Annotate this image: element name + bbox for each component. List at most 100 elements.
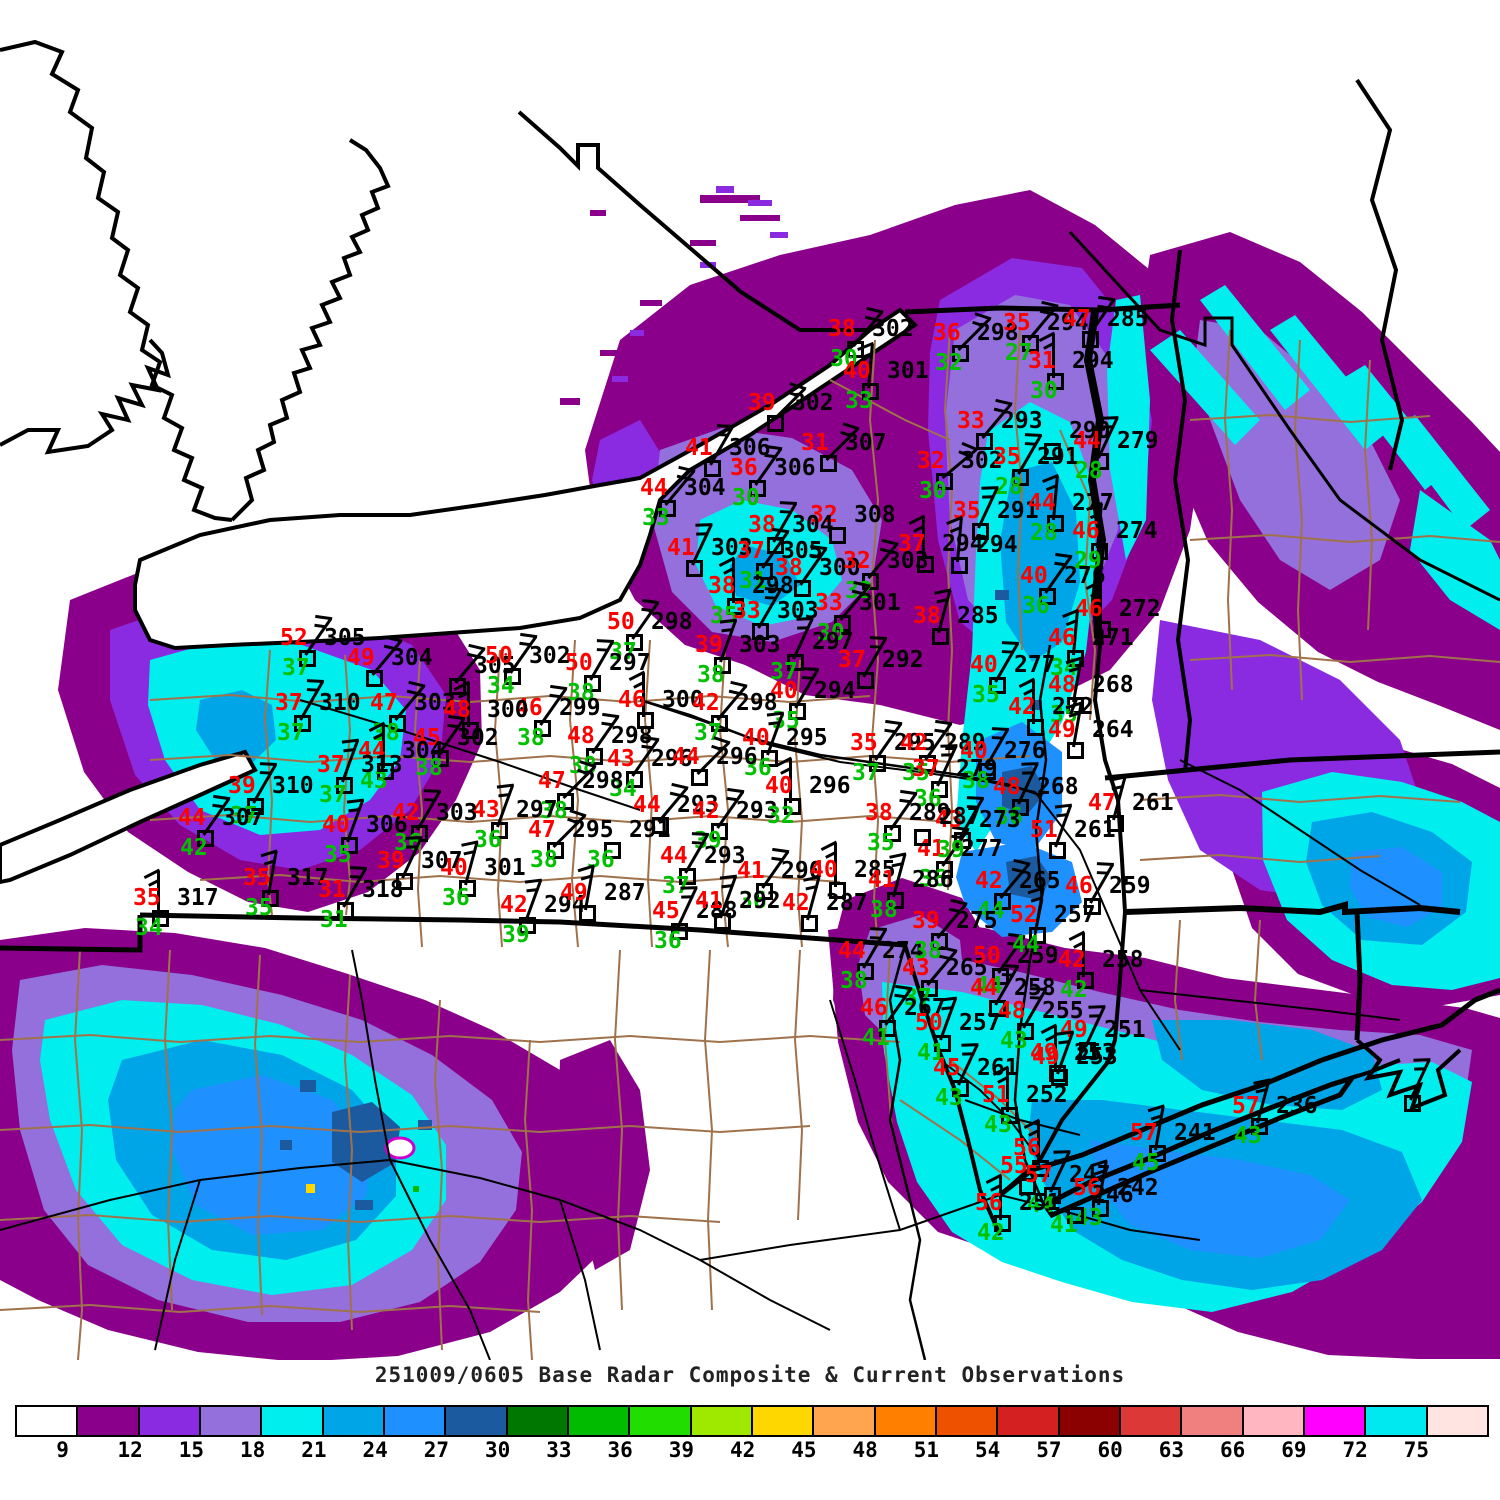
station-plot: 57 247 44 [1025, 1151, 1125, 1228]
pressure-label: 295 [894, 730, 936, 756]
station-plot: 39 275 38 [912, 903, 1012, 974]
temperature-label: 49 [1048, 717, 1076, 743]
temperature-label: 37 [275, 690, 303, 716]
wind-barb-icon [552, 814, 586, 849]
station-plot: 40 276 38 [960, 729, 1060, 804]
wind-barb-icon [454, 648, 485, 684]
dewpoint-label: 37 [319, 782, 347, 808]
temperature-label: 35 [1003, 310, 1031, 336]
station-marker-icon [637, 712, 654, 729]
dewpoint-label: 36 [474, 827, 502, 853]
pressure-label: 293 [1001, 408, 1043, 434]
temperature-label: 32 [917, 448, 945, 474]
station-plot: 39 303 38 [695, 620, 795, 698]
station-marker-icon [1022, 335, 1039, 352]
station-plot: 49 304 [347, 640, 447, 711]
wind-barb-icon [994, 966, 1019, 1006]
wind-barb-icon [939, 998, 957, 1041]
pressure-label: 301 [484, 855, 526, 881]
temperature-label: 50 [973, 943, 1001, 969]
wind-barb-icon [341, 740, 359, 783]
wind-barb-icon [676, 887, 698, 929]
temperature-label: 38 [708, 573, 736, 599]
station-marker-icon [547, 842, 564, 859]
temperature-label: 37 [838, 647, 866, 673]
wind-barb-icon [1072, 658, 1083, 703]
wind-barb-icon [719, 620, 737, 663]
colorbar-segment [750, 1407, 813, 1435]
temperature-label: 32 [843, 548, 871, 574]
dewpoint-label: 44 [1027, 1192, 1055, 1218]
wind-barb-icon [732, 559, 735, 603]
station-plot: 38 298 35 [708, 559, 808, 639]
pressure-label: 294 [976, 532, 1018, 558]
pressure-label: 313 [361, 752, 403, 778]
wind-barb-icon [1052, 334, 1055, 378]
colorbar-segment [382, 1407, 445, 1435]
station-marker-icon [756, 563, 773, 580]
wind-barb-icon [1256, 1080, 1271, 1124]
road-lines [0, 699, 1421, 1360]
temperature-label: 51 [982, 1082, 1010, 1108]
station-marker-icon [992, 968, 1009, 985]
wind-barb-icon [394, 685, 425, 721]
pressure-label: 274 [882, 938, 924, 964]
temperature-label: 41 [868, 867, 896, 893]
station-marker-icon [247, 798, 264, 815]
colorbar-segment [1057, 1407, 1119, 1435]
station-plot: 56 [1013, 1121, 1113, 1201]
pressure-label: 317 [287, 865, 329, 891]
pressure-label: 273 [979, 807, 1021, 833]
temperature-label: 40 [742, 725, 770, 751]
pressure-label: 305 [781, 538, 823, 564]
station-plot: 46 271 34 [1048, 611, 1148, 691]
station-plot: 50 302 34 [485, 636, 585, 709]
pressure-label: 300 [662, 687, 704, 713]
station-plot: 44 279 28 [1073, 417, 1173, 494]
wind-barb-icon [862, 638, 887, 678]
station-plot: 49 253 [1032, 1032, 1132, 1110]
colorbar-segment [628, 1407, 690, 1435]
dewpoint-label: 43 [360, 768, 388, 794]
temperature-label: 44 [178, 805, 206, 831]
pressure-label: 255 [1042, 998, 1084, 1024]
map-title: 251009/0605 Base Radar Composite & Curre… [374, 1363, 1126, 1387]
wind-barb-icon [867, 344, 874, 389]
dewpoint-label: 37 [282, 655, 310, 681]
colorbar-segment [934, 1407, 997, 1435]
station-plot: 290 [1025, 420, 1125, 484]
wind-barb-icon [1154, 1106, 1165, 1151]
dewpoint-label: 35 [867, 830, 895, 856]
dewpoint-label: 36 [919, 866, 947, 892]
station-plot: 40 285 [810, 843, 910, 923]
station-marker-icon [951, 557, 968, 574]
temperature-label: 48 [443, 697, 471, 723]
pressure-label: 257 [1054, 902, 1096, 928]
temperature-label: 35 [953, 498, 981, 524]
wind-barb-icon [1112, 777, 1127, 821]
station-marker-icon [626, 771, 643, 788]
dewpoint-label: 34 [487, 673, 515, 699]
dewpoint-label: 33 [845, 388, 873, 414]
temperature-label: 43 [902, 955, 930, 981]
station-marker-icon [931, 781, 948, 798]
temperature-label: 47 [1063, 306, 1091, 332]
temperature-label: 42 [782, 890, 810, 916]
station-plot: 38 285 [913, 590, 1013, 669]
wind-barb-icon [584, 866, 595, 911]
colorbar-label: 9 [56, 1438, 69, 1462]
wind-barb-icon [1099, 582, 1102, 626]
wind-barb-icon [631, 602, 659, 640]
wind-barb-icon [772, 387, 806, 422]
pressure-label: 298 [582, 768, 624, 794]
dewpoint-label: 32 [767, 803, 795, 829]
station-marker-icon [579, 905, 596, 922]
pressure-label: 305 [324, 625, 366, 651]
colorbar-label: 24 [362, 1438, 388, 1462]
station-plot: 44 307 42 [178, 798, 278, 871]
temperature-label: 44 [660, 843, 688, 869]
station-marker-icon [954, 832, 971, 849]
temperature-label: 50 [915, 1010, 943, 1036]
wind-barb-icon [825, 427, 859, 462]
wind-barb-icon [922, 517, 925, 561]
